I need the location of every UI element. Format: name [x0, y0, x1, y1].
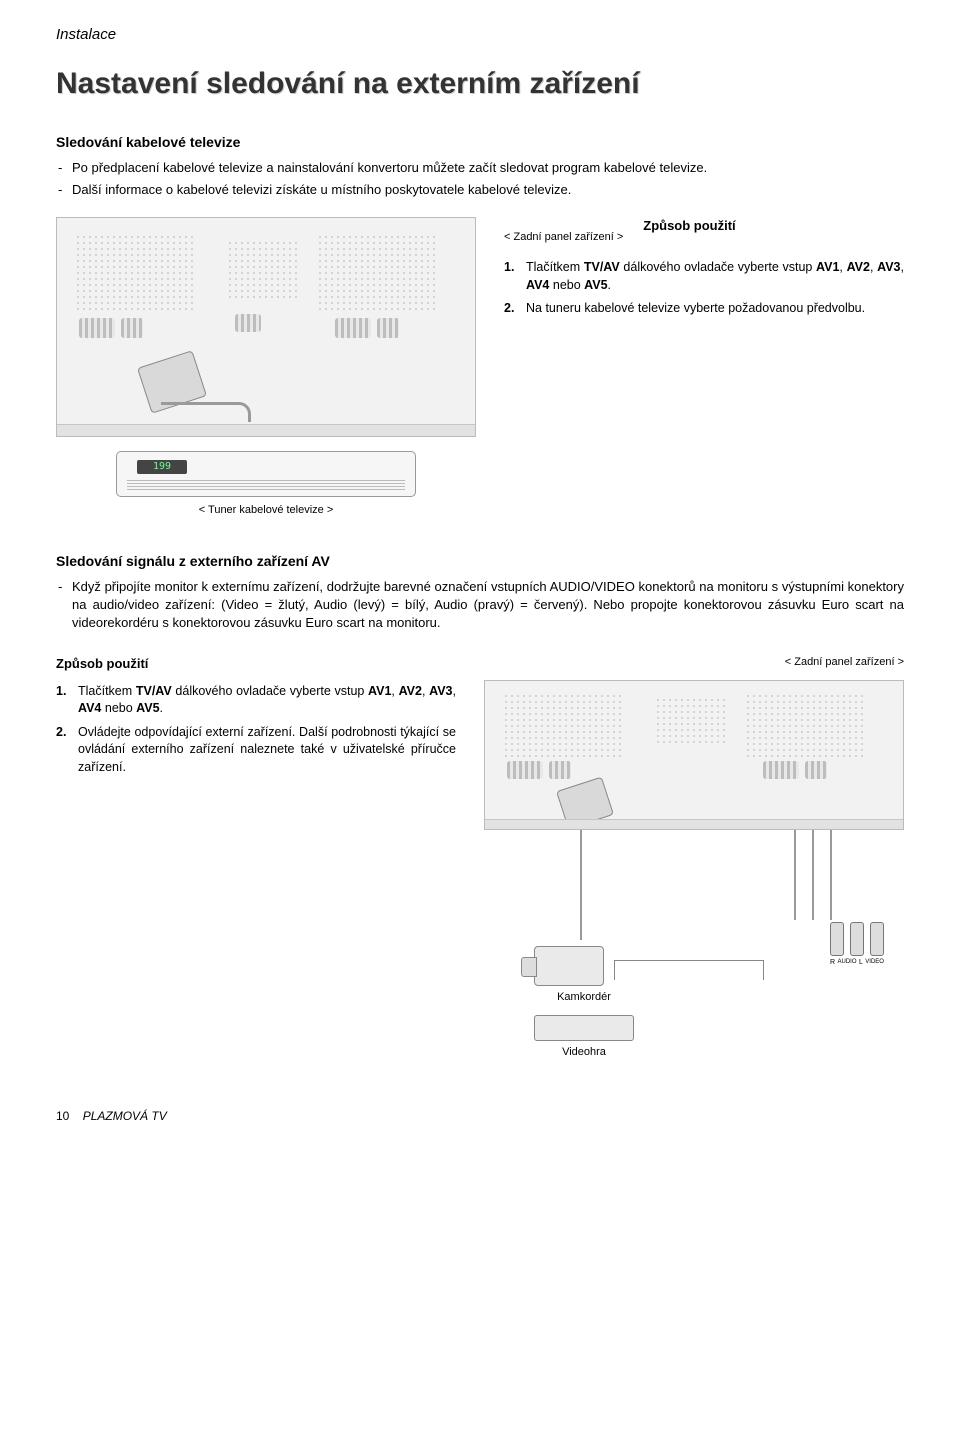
t: Tlačítkem: [526, 260, 584, 274]
tuner-caption: < Tuner kabelové televize >: [56, 503, 476, 518]
block2-bullets: Když připojíte monitor k externímu zaříz…: [56, 578, 904, 633]
page-title: Nastavení sledování na externím zařízení: [56, 63, 904, 105]
t: ,: [901, 260, 904, 274]
t: nebo: [101, 701, 136, 715]
page-number: 10: [56, 1109, 69, 1123]
tv-rear-panel-diagram: [56, 217, 476, 437]
t: AV4: [526, 278, 549, 292]
camcorder-icon: [534, 946, 604, 986]
cable-tuner-diagram: 199: [116, 451, 416, 497]
block2-step-2: Ovládejte odpovídající externí zařízení.…: [56, 724, 456, 777]
t: .: [608, 278, 611, 292]
rca-l-icon: [850, 922, 864, 956]
t: AV4: [78, 701, 101, 715]
book-name: PLAZMOVÁ TV: [83, 1109, 167, 1123]
block1-bullet-1: Po předplacení kabelové televize a nains…: [56, 159, 904, 177]
t: Tlačítkem: [78, 684, 136, 698]
t: AV1: [368, 684, 391, 698]
tv-av-label-2: TV/AV: [136, 684, 172, 698]
block2-bullet-1: Když připojíte monitor k externímu zaříz…: [56, 578, 904, 633]
t: .: [160, 701, 163, 715]
camcorder-label: Kamkordér: [534, 990, 634, 1005]
page-footer: 10 PLAZMOVÁ TV: [56, 1108, 904, 1125]
block2-steps: Tlačítkem TV/AV dálkového ovladače vyber…: [56, 683, 456, 777]
tv-rear-panel-diagram-2: [484, 680, 904, 830]
block1-method-heading: Způsob použití: [643, 217, 735, 235]
rca-video-label: VIDEO: [865, 958, 884, 968]
rca-r-label: R: [830, 958, 835, 968]
t: ,: [391, 684, 398, 698]
t: AV2: [847, 260, 870, 274]
block1-heading: Sledování kabelové televize: [56, 133, 904, 153]
game-label: Videohra: [534, 1045, 634, 1060]
t: ,: [839, 260, 846, 274]
t: nebo: [549, 278, 584, 292]
panel-caption-1: < Zadní panel zařízení >: [504, 230, 623, 245]
t: AV3: [429, 684, 452, 698]
tv-av-label: TV/AV: [584, 260, 620, 274]
block2-step-1: Tlačítkem TV/AV dálkového ovladače vyber…: [56, 683, 456, 718]
panel-caption-2: < Zadní panel zařízení >: [484, 655, 904, 670]
t: AV5: [136, 701, 159, 715]
block2-method-heading: Způsob použití: [56, 655, 456, 673]
t: AV3: [877, 260, 900, 274]
rca-r-icon: [830, 922, 844, 956]
rca-l-label: L: [859, 958, 863, 968]
t: AV5: [584, 278, 607, 292]
section-label: Instalace: [56, 24, 904, 45]
t: AV2: [399, 684, 422, 698]
block1-steps: Tlačítkem TV/AV dálkového ovladače vyber…: [504, 259, 904, 318]
t: dálkového ovladače vyberte vstup: [172, 684, 368, 698]
tuner-display: 199: [137, 460, 187, 474]
rca-video-icon: [870, 922, 884, 956]
t: ,: [453, 684, 456, 698]
external-devices-diagram: Kamkordér Videohra R AUDIO: [484, 830, 904, 1060]
t: dálkového ovladače vyberte vstup: [620, 260, 816, 274]
t: AV1: [816, 260, 839, 274]
block1-step-1: Tlačítkem TV/AV dálkového ovladače vyber…: [504, 259, 904, 294]
block1-bullet-2: Další informace o kabelové televizi získ…: [56, 181, 904, 199]
rca-audio-label: AUDIO: [838, 958, 857, 968]
block1-step-2: Na tuneru kabelové televize vyberte poža…: [504, 300, 904, 318]
rca-jacks: [830, 922, 884, 956]
block2-heading: Sledování signálu z externího zařízení A…: [56, 552, 904, 572]
game-console-icon: [534, 1015, 634, 1041]
block1-bullets: Po předplacení kabelové televize a nains…: [56, 159, 904, 199]
